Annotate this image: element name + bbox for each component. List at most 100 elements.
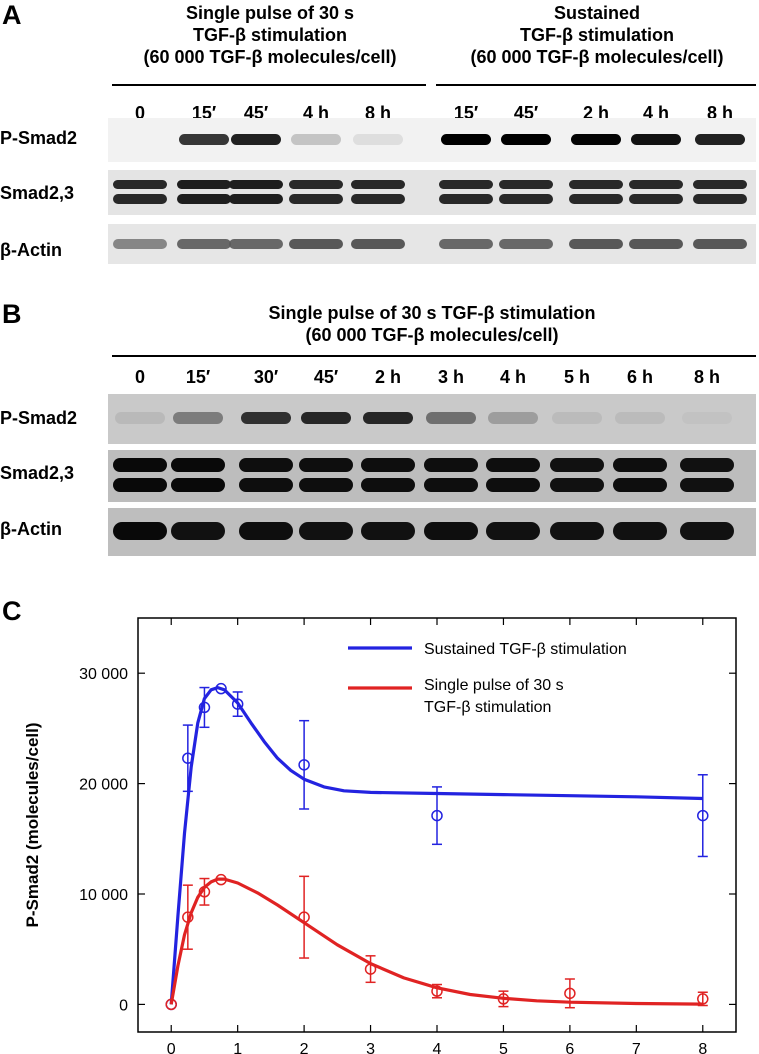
band: [289, 180, 343, 189]
band: [239, 458, 293, 472]
y-tick-label: 30 000: [79, 666, 128, 683]
panel-a-row-label-actin: β-Actin: [0, 240, 62, 260]
band: [499, 180, 553, 189]
band: [552, 412, 602, 424]
band: [351, 180, 405, 189]
band: [680, 478, 734, 492]
legend-label: Single pulse of 30 s: [424, 677, 564, 694]
band: [693, 194, 747, 204]
band: [569, 194, 623, 204]
x-tick-label: 1: [233, 1041, 242, 1054]
band: [571, 134, 621, 145]
band: [695, 134, 745, 145]
band: [569, 239, 623, 249]
header-line: (60 000 TGF-β molecules/cell): [143, 47, 397, 67]
band: [177, 239, 231, 249]
panel-a-row-label-smad23: Smad2,3: [0, 183, 75, 203]
panel-b-row-label-actin: β-Actin: [0, 519, 62, 539]
data-point: [165, 998, 177, 1011]
data-point: [231, 698, 244, 710]
data-point: [431, 985, 443, 997]
band: [171, 458, 225, 472]
band: [229, 194, 283, 204]
lane-label: 15′: [185, 367, 211, 387]
band: [239, 478, 293, 492]
panel-a-blot-actin: [108, 224, 756, 264]
band: [501, 134, 551, 145]
band: [682, 412, 732, 424]
band: [629, 180, 683, 189]
band: [424, 522, 478, 540]
band: [113, 194, 167, 204]
band: [113, 522, 167, 540]
band: [486, 522, 540, 540]
band: [229, 180, 283, 189]
band: [177, 194, 231, 204]
band: [299, 458, 353, 472]
band: [291, 134, 341, 145]
x-tick-label: 4: [433, 1041, 442, 1054]
panel-a-divider-left: [112, 84, 426, 86]
panel-a-row-label-psmad2: P-Smad2: [0, 128, 78, 148]
band: [239, 522, 293, 540]
data-point: [182, 752, 194, 764]
header-line: TGF-β stimulation: [520, 25, 674, 45]
data-point: [198, 886, 211, 898]
panel-b-blot-psmad2: [108, 394, 756, 444]
fit-curve: [169, 686, 703, 1005]
band: [424, 478, 478, 492]
band: [613, 522, 667, 540]
panel-b-blot-smad23: [108, 450, 756, 502]
lane-label: 8 h: [693, 367, 720, 387]
y-tick-label: 20 000: [79, 777, 128, 794]
band: [301, 412, 351, 424]
band: [113, 478, 167, 492]
band: [299, 478, 353, 492]
data-point: [298, 911, 310, 923]
x-tick-label: 7: [632, 1041, 641, 1054]
data-point: [364, 963, 377, 975]
lane-label: 3 h: [437, 367, 464, 387]
data-point: [497, 993, 510, 1005]
band: [353, 134, 403, 145]
panel-b-divider: [112, 355, 756, 357]
band: [351, 194, 405, 204]
fit-curve: [169, 877, 703, 1006]
legend-label: Sustained TGF-β stimulation: [424, 641, 627, 658]
band: [486, 458, 540, 472]
band: [173, 412, 223, 424]
band: [550, 522, 604, 540]
band: [289, 239, 343, 249]
panel-b-label: B: [2, 299, 22, 329]
data-point: [215, 682, 227, 695]
band: [113, 239, 167, 249]
band: [693, 239, 747, 249]
header-line: (60 000 TGF-β molecules/cell): [470, 47, 724, 67]
band: [171, 522, 225, 540]
y-tick-label: 10 000: [79, 887, 128, 904]
lane-label: 30′: [253, 367, 279, 387]
band: [680, 522, 734, 540]
header-line: Single pulse of 30 s TGF-β stimulation: [268, 303, 596, 323]
panel-b-row-label-psmad2: P-Smad2: [0, 408, 78, 428]
band: [486, 478, 540, 492]
data-point: [198, 701, 211, 714]
panel-a-header-right: Sustained TGF-β stimulation (60 000 TGF-…: [432, 2, 759, 68]
band: [499, 239, 553, 249]
lane-label: 0: [134, 103, 145, 123]
band: [289, 194, 343, 204]
lane-label: 4 h: [499, 367, 526, 387]
band: [439, 239, 493, 249]
band: [113, 180, 167, 189]
band: [241, 412, 291, 424]
band: [629, 239, 683, 249]
lane-label: 0: [134, 367, 145, 387]
band: [569, 180, 623, 189]
band: [499, 194, 553, 204]
band: [179, 134, 229, 145]
band: [171, 478, 225, 492]
header-line: TGF-β stimulation: [193, 25, 347, 45]
panel-a-label: A: [2, 0, 22, 30]
header-line: (60 000 TGF-β molecules/cell): [305, 325, 559, 345]
blot-background: [108, 450, 756, 502]
